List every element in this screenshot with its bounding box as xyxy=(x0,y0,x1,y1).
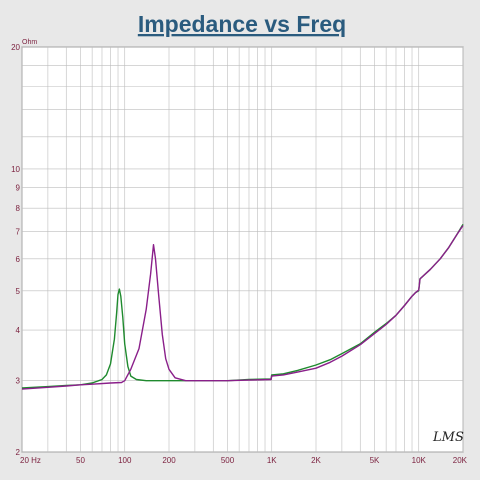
x-tick-label: 2K xyxy=(311,456,321,465)
x-tick-label: 100 xyxy=(118,456,132,465)
lms-logo: LMS xyxy=(432,430,464,445)
x-tick-labels: 20 Hz 50 100 200 500 1K 2K 5K 10K 20K xyxy=(20,456,468,465)
series-group xyxy=(21,223,464,390)
x-tick-label: 1K xyxy=(267,456,277,465)
y-tick-label: 5 xyxy=(16,287,21,296)
y-tick-label: 9 xyxy=(16,183,21,192)
x-tick-label: 500 xyxy=(221,456,235,465)
x-tick-label: 20 Hz xyxy=(20,456,41,465)
y-tick-labels: 20 10 9 8 7 6 5 4 3 2 xyxy=(11,43,20,457)
x-tick-label: 5K xyxy=(370,456,380,465)
y-unit-label: Ohm xyxy=(22,39,37,46)
y-tick-label: 8 xyxy=(16,204,21,213)
y-tick-label: 6 xyxy=(16,255,21,264)
y-tick-label: 3 xyxy=(16,377,21,386)
series-line-2 xyxy=(21,225,464,390)
x-tick-label: 20K xyxy=(453,456,468,465)
x-tick-label: 50 xyxy=(76,456,85,465)
x-tick-label: 10K xyxy=(412,456,427,465)
grid xyxy=(21,46,464,453)
chart-title: Impedance vs Freq xyxy=(138,11,346,37)
plot-area xyxy=(21,46,464,453)
y-tick-label: 4 xyxy=(16,326,21,335)
y-tick-label: 2 xyxy=(16,448,21,457)
y-tick-label: 10 xyxy=(11,165,20,174)
x-tick-label: 200 xyxy=(162,456,176,465)
y-tick-label: 7 xyxy=(16,228,21,237)
y-tick-label: 20 xyxy=(11,43,20,52)
